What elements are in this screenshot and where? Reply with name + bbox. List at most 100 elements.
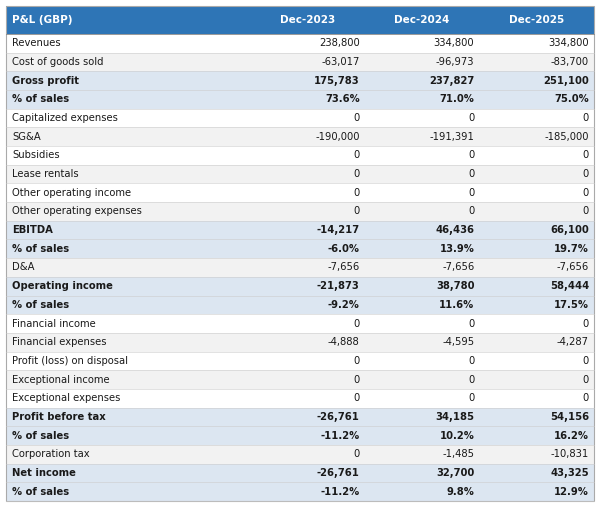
Bar: [6, 370, 594, 389]
Text: -190,000: -190,000: [315, 132, 359, 142]
Text: 0: 0: [468, 356, 475, 366]
Text: -63,017: -63,017: [322, 57, 359, 67]
Text: 237,827: 237,827: [429, 76, 475, 86]
Text: 0: 0: [353, 151, 359, 160]
Bar: [6, 482, 594, 501]
Text: 0: 0: [468, 206, 475, 216]
Text: -4,287: -4,287: [557, 337, 589, 347]
Text: 46,436: 46,436: [436, 225, 475, 235]
Text: 0: 0: [468, 169, 475, 179]
Text: -14,217: -14,217: [317, 225, 359, 235]
Bar: [6, 165, 594, 184]
Text: 12.9%: 12.9%: [554, 487, 589, 497]
Bar: [6, 53, 594, 71]
Text: -1,485: -1,485: [442, 449, 475, 459]
Text: Other operating expenses: Other operating expenses: [12, 206, 142, 216]
Text: 75.0%: 75.0%: [554, 94, 589, 104]
Bar: [6, 408, 594, 426]
Text: Gross profit: Gross profit: [12, 76, 79, 86]
Text: -4,888: -4,888: [328, 337, 359, 347]
Text: Financial income: Financial income: [12, 318, 96, 329]
Text: % of sales: % of sales: [12, 430, 69, 441]
Text: 0: 0: [468, 375, 475, 385]
Text: P&L (GBP): P&L (GBP): [12, 15, 73, 25]
Text: -26,761: -26,761: [317, 412, 359, 422]
Bar: [6, 202, 594, 221]
Text: 0: 0: [583, 151, 589, 160]
Bar: [6, 221, 594, 239]
Text: D&A: D&A: [12, 263, 35, 272]
Text: -185,000: -185,000: [545, 132, 589, 142]
Text: 0: 0: [583, 375, 589, 385]
Text: 251,100: 251,100: [543, 76, 589, 86]
Text: Cost of goods sold: Cost of goods sold: [12, 57, 104, 67]
Text: 0: 0: [583, 113, 589, 123]
Text: 73.6%: 73.6%: [325, 94, 359, 104]
Text: 0: 0: [353, 169, 359, 179]
Text: Dec-2023: Dec-2023: [280, 15, 335, 25]
Text: Other operating income: Other operating income: [12, 188, 131, 198]
Bar: [6, 426, 594, 445]
Text: 0: 0: [583, 318, 589, 329]
Text: 0: 0: [583, 188, 589, 198]
Text: 334,800: 334,800: [548, 39, 589, 48]
Text: 66,100: 66,100: [550, 225, 589, 235]
Bar: [6, 389, 594, 408]
Bar: [6, 333, 594, 351]
Text: 0: 0: [353, 393, 359, 403]
Text: Net income: Net income: [12, 468, 76, 478]
Bar: [6, 6, 594, 34]
Text: 10.2%: 10.2%: [439, 430, 475, 441]
Text: 38,780: 38,780: [436, 281, 475, 291]
Text: 19.7%: 19.7%: [554, 244, 589, 254]
Text: -191,391: -191,391: [430, 132, 475, 142]
Text: 0: 0: [583, 356, 589, 366]
Text: -7,656: -7,656: [328, 263, 359, 272]
Bar: [6, 463, 594, 482]
Bar: [6, 239, 594, 258]
Text: 0: 0: [353, 206, 359, 216]
Text: 0: 0: [468, 393, 475, 403]
Bar: [6, 277, 594, 296]
Text: 0: 0: [353, 356, 359, 366]
Text: -7,656: -7,656: [557, 263, 589, 272]
Text: 71.0%: 71.0%: [439, 94, 475, 104]
Text: 238,800: 238,800: [319, 39, 359, 48]
Text: 0: 0: [468, 188, 475, 198]
Text: % of sales: % of sales: [12, 94, 69, 104]
Text: 43,325: 43,325: [550, 468, 589, 478]
Text: -4,595: -4,595: [442, 337, 475, 347]
Text: Lease rentals: Lease rentals: [12, 169, 79, 179]
Text: % of sales: % of sales: [12, 300, 69, 310]
Text: -6.0%: -6.0%: [328, 244, 359, 254]
Text: Corporation tax: Corporation tax: [12, 449, 89, 459]
Text: Financial expenses: Financial expenses: [12, 337, 107, 347]
Bar: [6, 146, 594, 165]
Text: 54,156: 54,156: [550, 412, 589, 422]
Bar: [6, 296, 594, 314]
Text: 0: 0: [353, 449, 359, 459]
Text: -7,656: -7,656: [442, 263, 475, 272]
Text: -9.2%: -9.2%: [328, 300, 359, 310]
Text: -83,700: -83,700: [551, 57, 589, 67]
Text: EBITDA: EBITDA: [12, 225, 53, 235]
Text: 334,800: 334,800: [434, 39, 475, 48]
Text: 32,700: 32,700: [436, 468, 475, 478]
Text: 0: 0: [353, 375, 359, 385]
Text: -26,761: -26,761: [317, 468, 359, 478]
Text: 0: 0: [468, 113, 475, 123]
Text: 0: 0: [583, 206, 589, 216]
Text: -10,831: -10,831: [551, 449, 589, 459]
Bar: [6, 90, 594, 108]
Text: Subsidies: Subsidies: [12, 151, 59, 160]
Text: -96,973: -96,973: [436, 57, 475, 67]
Text: 0: 0: [468, 318, 475, 329]
Text: 0: 0: [468, 151, 475, 160]
Text: Capitalized expenses: Capitalized expenses: [12, 113, 118, 123]
Text: -21,873: -21,873: [317, 281, 359, 291]
Bar: [6, 71, 594, 90]
Bar: [6, 445, 594, 463]
Text: 9.8%: 9.8%: [446, 487, 475, 497]
Text: 0: 0: [353, 188, 359, 198]
Text: 175,783: 175,783: [314, 76, 359, 86]
